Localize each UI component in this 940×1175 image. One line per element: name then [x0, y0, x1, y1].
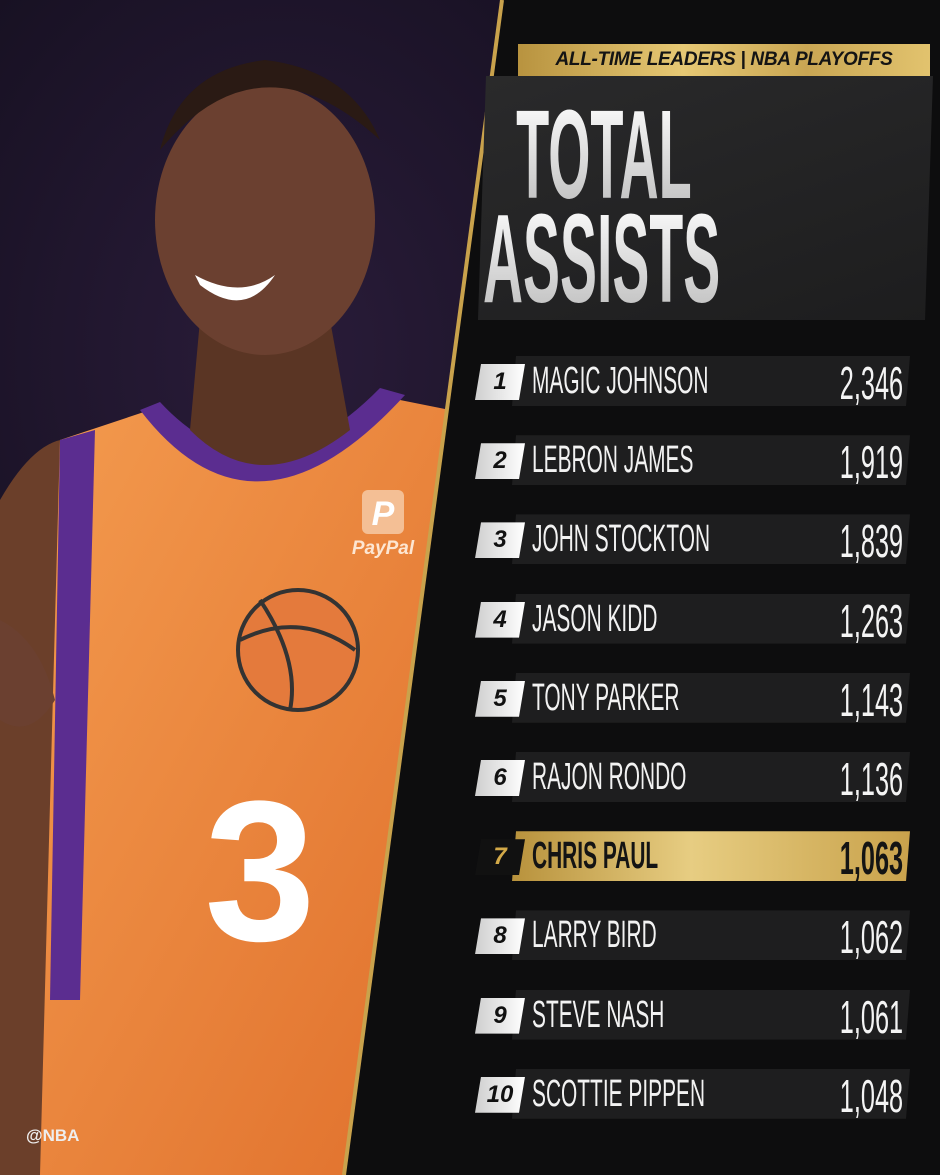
- rank-badge: 7: [475, 839, 525, 876]
- row-bar: [512, 831, 910, 882]
- rank-badge: 10: [475, 1076, 525, 1113]
- title-line-1: TOTAL: [402, 92, 806, 218]
- title-line-2: ASSISTS: [395, 196, 809, 322]
- nba-handle: @NBA: [26, 1126, 80, 1145]
- leader-row: 6 RAJON RONDO 1,136: [475, 752, 915, 804]
- player-name: RAJON RONDO: [532, 756, 687, 798]
- row-bar: [512, 910, 910, 961]
- player-name: LARRY BIRD: [532, 914, 657, 957]
- assist-total: 1,061: [839, 990, 903, 1043]
- rank-badge: 2: [475, 443, 525, 480]
- rank-badge: 8: [475, 918, 525, 955]
- rank-badge: 1: [475, 364, 525, 400]
- row-bar: [512, 1068, 910, 1119]
- row-bar: [512, 593, 910, 644]
- player-name: CHRIS PAUL: [532, 835, 659, 878]
- assist-total: 1,143: [839, 673, 903, 726]
- subtitle-banner: ALL-TIME LEADERS | NBA PLAYOFFS: [518, 44, 930, 76]
- player-name: SCOTTIE PIPPEN: [532, 1072, 706, 1115]
- assist-total: 1,263: [839, 594, 903, 647]
- player-name: JASON KIDD: [532, 597, 658, 640]
- player-name: TONY PARKER: [532, 676, 680, 719]
- leader-row: 5 TONY PARKER 1,143: [475, 672, 915, 726]
- row-bar: [512, 752, 910, 802]
- player-name: LEBRON JAMES: [532, 439, 694, 482]
- assist-total: 1,136: [839, 753, 903, 805]
- leader-row: 1 MAGIC JOHNSON 2,346: [475, 356, 915, 408]
- jersey-number: 3: [204, 760, 315, 983]
- rank-badge: 6: [475, 760, 525, 796]
- leader-row: 10 SCOTTIE PIPPEN 1,048: [475, 1068, 915, 1122]
- assist-total: 1,063: [839, 832, 903, 885]
- row-bar: [512, 514, 910, 565]
- rank-badge: 5: [475, 680, 525, 717]
- assist-total: 2,346: [839, 357, 903, 409]
- row-bar: [512, 435, 910, 486]
- rank-badge: 4: [475, 601, 525, 638]
- leader-row: 3 JOHN STOCKTON 1,839: [475, 514, 915, 566]
- leader-row: 2 LEBRON JAMES 1,919: [475, 435, 915, 487]
- row-bar: [512, 989, 910, 1040]
- leader-row: 8 LARRY BIRD 1,062: [475, 910, 915, 962]
- assist-total: 1,919: [839, 436, 903, 489]
- player-name: MAGIC JOHNSON: [532, 360, 709, 402]
- leader-row: 7 CHRIS PAUL 1,063: [475, 831, 915, 883]
- paypal-logo: P PayPal: [352, 490, 415, 559]
- subtitle: ALL-TIME LEADERS | NBA PLAYOFFS: [555, 49, 893, 70]
- leader-row: 4 JASON KIDD 1,263: [475, 593, 915, 647]
- leader-row: 9 STEVE NASH 1,061: [475, 989, 915, 1043]
- assist-total: 1,062: [839, 911, 903, 964]
- rank-badge: 3: [475, 522, 525, 559]
- assist-total: 1,839: [839, 515, 903, 568]
- player-name: JOHN STOCKTON: [532, 518, 711, 561]
- title-box: [478, 76, 933, 320]
- row-bar: [512, 356, 910, 406]
- rank-badge: 9: [475, 997, 525, 1034]
- assist-total: 1,048: [839, 1069, 903, 1122]
- jersey-sponsor: PayPal: [352, 538, 415, 559]
- row-bar: [512, 672, 910, 723]
- svg-text:P: P: [372, 495, 395, 533]
- player-name: STEVE NASH: [532, 993, 665, 1036]
